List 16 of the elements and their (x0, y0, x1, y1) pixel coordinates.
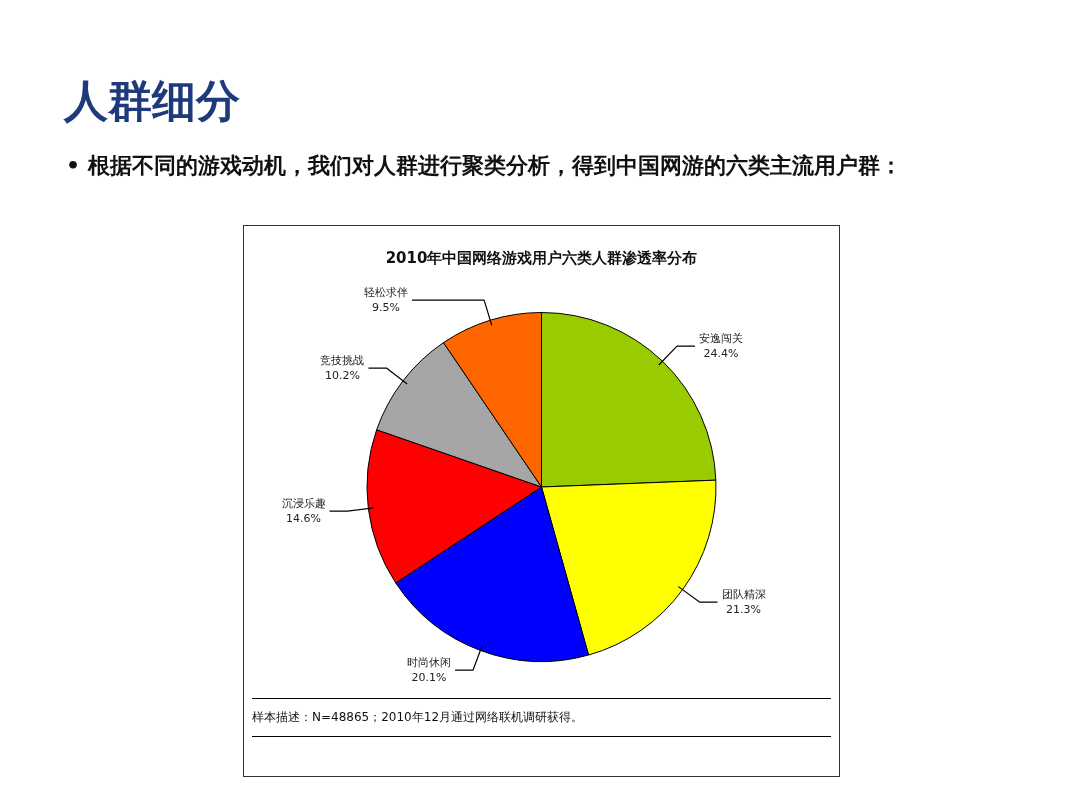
slice-label: 沉浸乐趣 (281, 497, 326, 511)
text: • 根据不同的游戏动机，我们对人群进行聚类分析，得到中国网游的六类主流用户群： (66, 153, 902, 178)
slice-label: 时尚休闲 (407, 655, 452, 669)
slice-label: 安逸闯关 (698, 331, 743, 345)
slice-label: 团队精深 (721, 587, 766, 601)
data-label: 14.6% (286, 512, 322, 526)
text: 样本描述：N=48865；2010年12月通过网络联机调研获得。 (252, 698, 831, 737)
data-label: 21.3% (726, 602, 761, 616)
data-label: 9.5% (372, 301, 401, 315)
data-label: 20.1% (411, 670, 447, 684)
data-label: 10.2% (324, 368, 360, 382)
data-label: 24.4% (703, 346, 739, 360)
slice-label: 竞技挑战 (320, 353, 365, 367)
chart-title: 2010年中国网络游戏用户六类人群渗透率分布 (385, 248, 698, 267)
text: 人群细分 (64, 74, 240, 128)
slice-label: 轻松求伴 (364, 286, 409, 300)
